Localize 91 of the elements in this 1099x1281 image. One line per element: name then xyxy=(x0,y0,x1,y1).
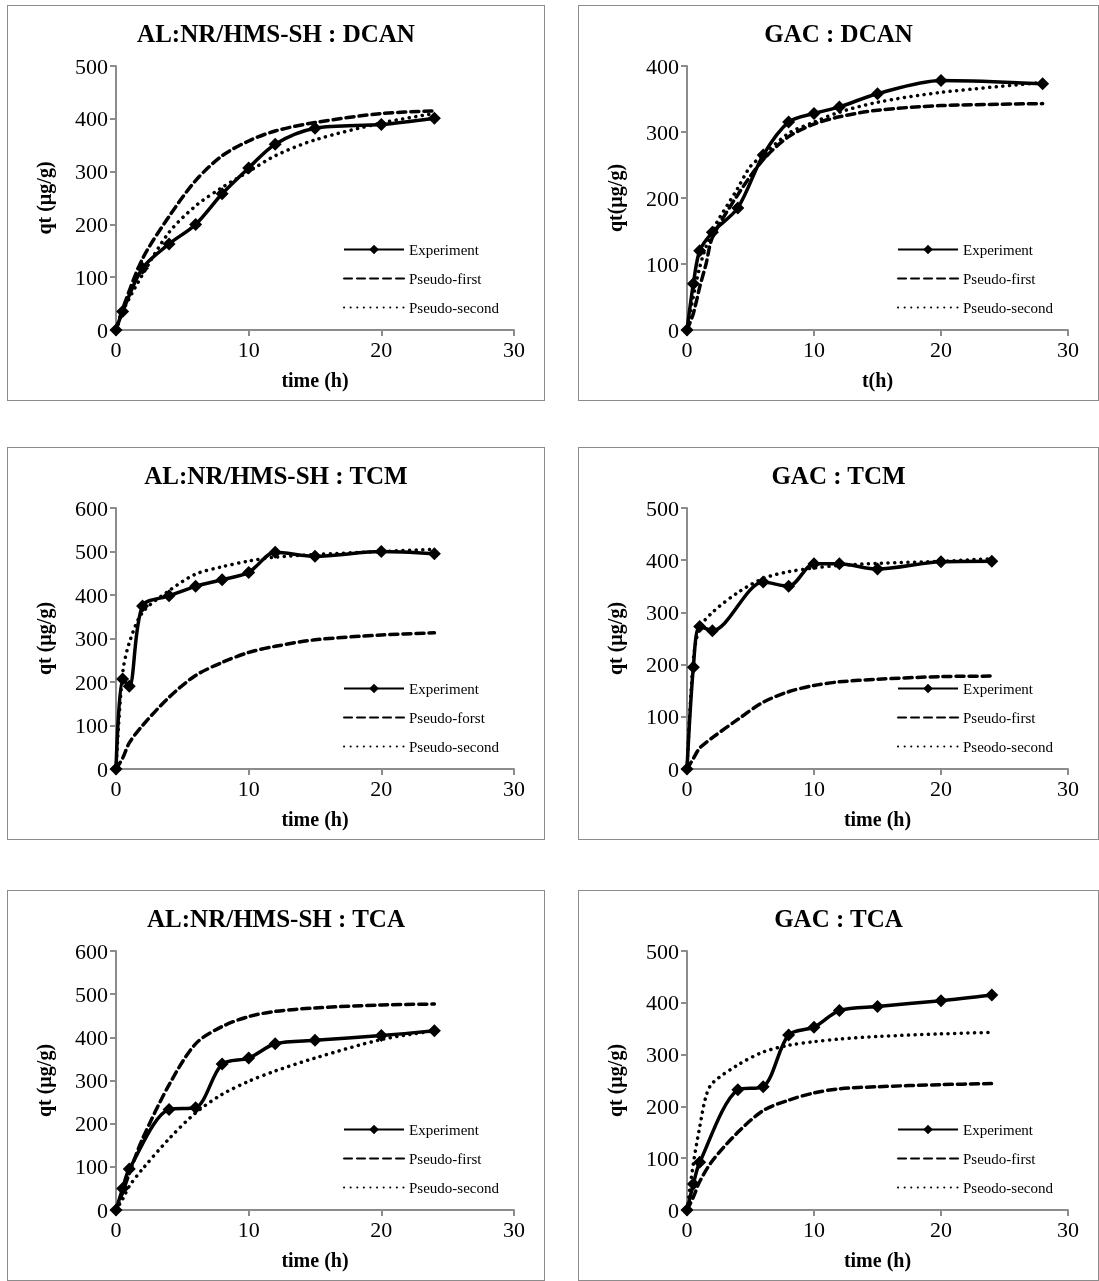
legend-label: Experiment xyxy=(409,241,480,258)
y-tick-label: 600 xyxy=(75,495,108,521)
x-tick-label: 30 xyxy=(503,775,525,801)
y-tick-label: 300 xyxy=(646,599,679,625)
y-tick-label: 100 xyxy=(646,251,679,277)
x-tick-label: 10 xyxy=(803,336,825,362)
y-tick-label: 200 xyxy=(646,185,679,211)
y-tick-label: 400 xyxy=(646,547,679,573)
x-tick-label: 20 xyxy=(370,775,393,801)
legend-label: Pseudo-first xyxy=(963,270,1037,287)
chart-title: GAC : DCAN xyxy=(764,20,913,47)
legend-label: Pseudo-forst xyxy=(409,709,486,726)
legend-label: Pseudo-first xyxy=(963,709,1037,726)
legend-label: Pseodo-second xyxy=(963,1179,1054,1196)
x-tick-label: 10 xyxy=(237,775,260,801)
y-axis-title: qt (µg/g) xyxy=(33,161,56,235)
x-axis-title: t(h) xyxy=(861,369,894,392)
y-tick-label: 300 xyxy=(75,626,108,651)
x-tick-label: 20 xyxy=(930,1216,952,1242)
x-axis-title: time (h) xyxy=(843,808,912,831)
x-tick-label: 10 xyxy=(803,1216,825,1242)
legend-label: Pseodo-second xyxy=(963,738,1054,755)
y-axis-title: qt (µg/g) xyxy=(604,601,627,676)
legend-label: Pseudo-second xyxy=(409,1179,500,1196)
y-tick-label: 400 xyxy=(646,53,679,79)
y-tick-label: 300 xyxy=(75,1068,108,1093)
x-tick-label: 10 xyxy=(803,775,825,801)
y-tick-label: 0 xyxy=(668,317,679,343)
x-tick-label: 20 xyxy=(930,336,952,362)
y-tick-label: 100 xyxy=(75,1154,108,1180)
legend-label: Pseudo-second xyxy=(409,738,500,755)
y-tick-label: 0 xyxy=(97,317,108,343)
y-tick-label: 500 xyxy=(75,53,108,79)
x-tick-label: 20 xyxy=(930,775,952,801)
x-tick-label: 30 xyxy=(1057,775,1079,801)
y-axis-title: qt (µg/g) xyxy=(33,601,56,676)
legend-label: Pseudo-first xyxy=(963,1150,1037,1167)
y-tick-label: 0 xyxy=(668,1197,679,1223)
y-tick-label: 200 xyxy=(75,1111,108,1137)
y-tick-label: 100 xyxy=(646,1145,679,1171)
y-axis-title: qt (µg/g) xyxy=(33,1043,56,1118)
y-tick-label: 200 xyxy=(75,669,108,695)
x-axis-title: time (h) xyxy=(281,808,349,831)
legend-label: Experiment xyxy=(409,680,480,697)
x-axis-title: time (h) xyxy=(843,1249,912,1272)
y-tick-label: 0 xyxy=(97,756,108,782)
y-tick-label: 300 xyxy=(646,1042,679,1068)
legend-label: Pseudo-second xyxy=(409,299,500,316)
y-tick-label: 400 xyxy=(75,582,108,608)
y-tick-label: 500 xyxy=(646,938,679,964)
x-axis-title: time (h) xyxy=(281,369,349,392)
y-tick-label: 500 xyxy=(646,495,679,521)
legend-label: Pseudo-second xyxy=(963,299,1054,316)
legend-label: Experiment xyxy=(963,241,1034,258)
x-axis-title: time (h) xyxy=(281,1249,349,1272)
legend-label: Experiment xyxy=(963,680,1034,697)
chart-title: AL:NR/HMS-SH : DCAN xyxy=(137,20,415,47)
legend-label: Experiment xyxy=(963,1121,1034,1138)
y-tick-label: 500 xyxy=(75,981,108,1007)
y-tick-label: 0 xyxy=(668,756,679,782)
y-tick-label: 400 xyxy=(75,106,108,132)
y-tick-label: 400 xyxy=(75,1024,108,1050)
y-tick-label: 200 xyxy=(646,652,679,678)
y-tick-label: 200 xyxy=(646,1093,679,1119)
y-axis-title: qt(µg/g) xyxy=(604,163,627,233)
y-tick-label: 300 xyxy=(646,119,679,145)
chart-title: AL:NR/HMS-SH : TCM xyxy=(144,462,408,489)
x-tick-label: 30 xyxy=(1057,1216,1079,1242)
y-tick-label: 100 xyxy=(75,713,108,738)
x-tick-label: 30 xyxy=(503,336,525,362)
legend-label: Experiment xyxy=(409,1121,480,1138)
chart-title: AL:NR/HMS-SH : TCA xyxy=(147,905,405,932)
chart-title: GAC : TCM xyxy=(771,462,906,489)
x-tick-label: 20 xyxy=(370,1216,393,1242)
legend-label: Pseudo-first xyxy=(409,270,483,287)
y-tick-label: 400 xyxy=(646,990,679,1016)
chart-title: GAC : TCA xyxy=(774,905,903,932)
x-tick-label: 20 xyxy=(370,336,393,362)
x-tick-label: 30 xyxy=(1057,336,1079,362)
y-tick-label: 200 xyxy=(75,211,108,237)
y-tick-label: 100 xyxy=(75,264,108,290)
x-tick-label: 10 xyxy=(237,1216,260,1242)
y-tick-label: 600 xyxy=(75,938,108,964)
legend-label: Pseudo-first xyxy=(409,1150,483,1167)
x-tick-label: 10 xyxy=(237,336,260,362)
y-tick-label: 100 xyxy=(646,704,679,730)
y-tick-label: 500 xyxy=(75,539,108,564)
y-tick-label: 0 xyxy=(97,1197,108,1223)
y-tick-label: 300 xyxy=(75,159,108,185)
y-axis-title: qt (µg/g) xyxy=(604,1043,627,1118)
x-tick-label: 30 xyxy=(503,1216,525,1242)
